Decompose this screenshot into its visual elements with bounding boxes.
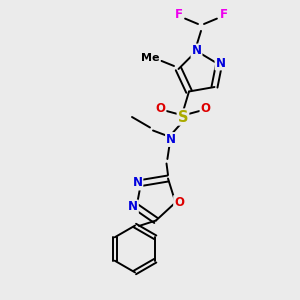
Text: O: O [200, 101, 211, 115]
Text: N: N [132, 176, 142, 190]
Text: N: N [215, 56, 226, 70]
Text: Me: Me [141, 53, 160, 64]
Text: N: N [166, 133, 176, 146]
Text: O: O [155, 101, 166, 115]
Text: S: S [178, 110, 188, 124]
Text: N: N [191, 44, 202, 58]
Text: F: F [175, 8, 182, 22]
Text: F: F [220, 8, 227, 22]
Text: N: N [128, 200, 138, 214]
Text: O: O [174, 196, 184, 209]
